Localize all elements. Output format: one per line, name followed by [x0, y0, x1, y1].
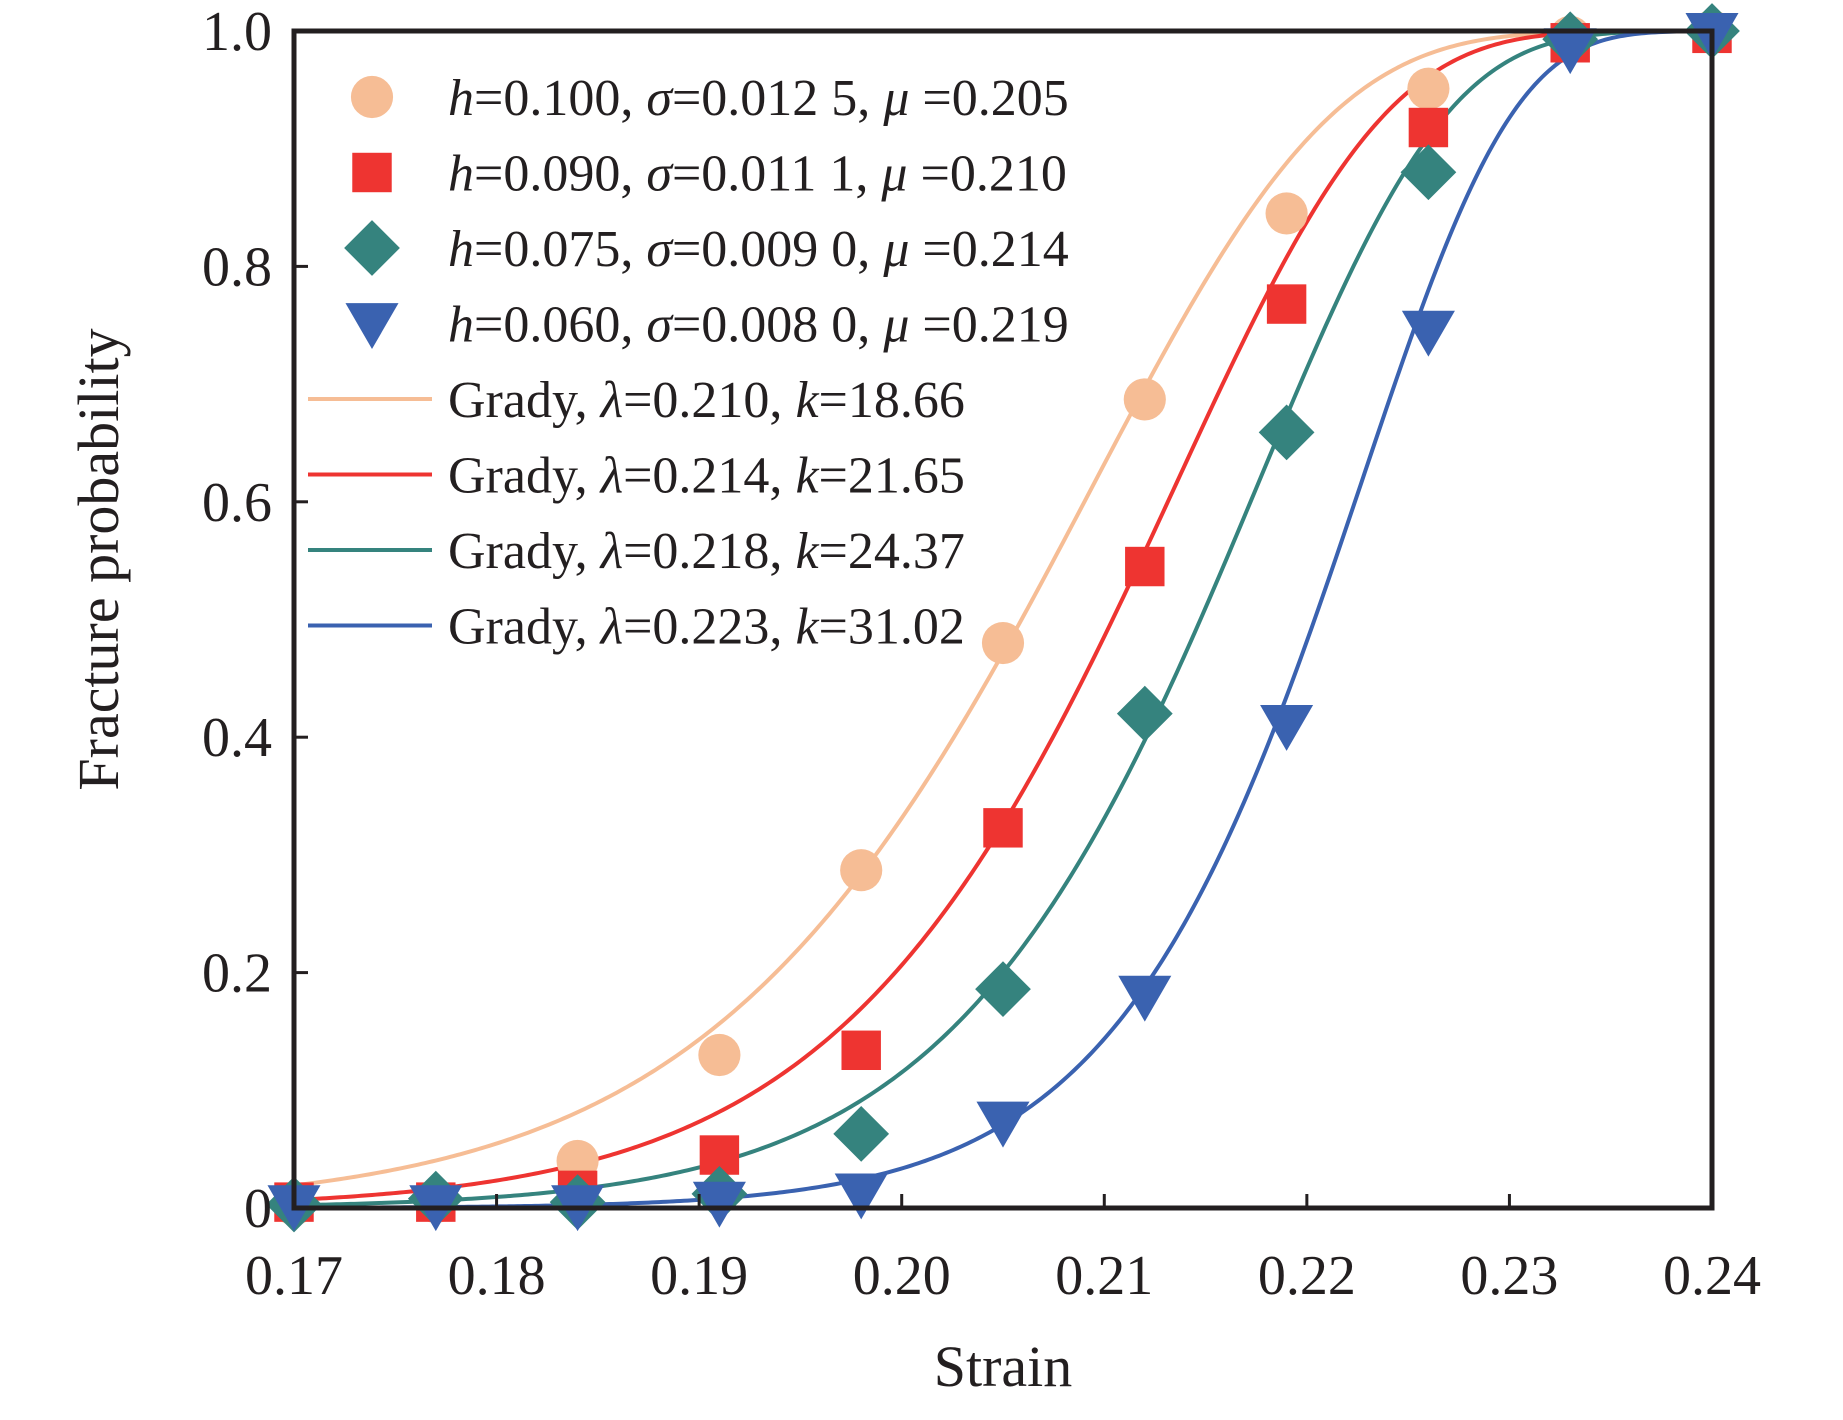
data-point: [1123, 378, 1166, 421]
data-point: [1400, 144, 1457, 201]
data-point: [1118, 975, 1172, 1022]
legend: h=0.100, σ=0.012 5, μ =0.205 h=0.090, σ=0…: [308, 70, 1069, 656]
data-point: [1265, 192, 1308, 235]
legend-entry-series-4: h=0.060, σ=0.008 0, μ =0.219: [448, 297, 1069, 354]
data-point: [983, 808, 1023, 848]
legend-entry-series-3: h=0.075, σ=0.009 0, μ =0.214: [448, 221, 1069, 278]
data-point: [841, 1030, 881, 1071]
x-tick-label: 0.18: [448, 1245, 546, 1307]
legend-marker-triangle-down-icon: [345, 303, 399, 349]
legend-entry-fit-1: Grady, λ=0.210, k=18.66: [448, 372, 965, 429]
legend-entry-fit-3: Grady, λ=0.218, k=24.37: [448, 523, 965, 580]
legend-marker-circle-icon: [350, 75, 394, 119]
y-axis-title: Fracture probability: [66, 328, 131, 790]
legend-entry-series-1: h=0.100, σ=0.012 5, μ =0.205: [448, 70, 1069, 127]
legend-entry-series-2: h=0.090, σ=0.011 1, μ =0.210: [448, 146, 1067, 203]
x-axis-title: Strain: [934, 1334, 1073, 1399]
y-tick-label: 0.8: [202, 236, 272, 298]
y-tick-label: 0.2: [202, 943, 272, 1005]
data-point: [834, 1173, 888, 1220]
x-tick-label: 0.24: [1663, 1245, 1761, 1307]
x-tick-label: 0.20: [853, 1245, 951, 1307]
y-tick-label: 0.6: [202, 472, 272, 534]
legend-entry-fit-4: Grady, λ=0.223, k=31.02: [448, 599, 965, 656]
x-tick-label: 0.22: [1258, 1245, 1356, 1307]
data-point: [976, 1101, 1030, 1148]
data-point: [1401, 310, 1455, 357]
data-point: [692, 1181, 746, 1228]
y-axis-ticks: 0 0.2 0.4 0.6 0.8 1.0: [202, 1, 308, 1240]
x-tick-label: 0.23: [1460, 1245, 1558, 1307]
x-tick-label: 0.19: [650, 1245, 748, 1307]
data-point: [1116, 685, 1173, 742]
data-point: [1407, 67, 1450, 110]
x-tick-label: 0.17: [245, 1245, 343, 1307]
data-point: [975, 961, 1031, 1017]
y-tick-label: 1.0: [202, 1, 272, 63]
data-point: [698, 1033, 741, 1077]
legend-marker-diamond-icon: [344, 220, 400, 276]
y-tick-label: 0.4: [202, 707, 272, 769]
data-markers: [266, 3, 1740, 1233]
legend-marker-square-icon: [352, 152, 392, 193]
data-point: [1258, 404, 1315, 461]
axes: [291, 28, 1715, 1211]
plot-frame: [291, 28, 1715, 1211]
data-point: [1125, 546, 1165, 587]
x-axis-ticks: 0.17 0.18 0.19 0.20 0.21 0.22 0.23 0.24: [245, 1194, 1761, 1307]
x-tick-label: 0.21: [1055, 1245, 1153, 1307]
data-point: [981, 621, 1025, 665]
data-point: [1543, 28, 1597, 75]
data-point: [1260, 705, 1314, 751]
data-point: [840, 849, 883, 892]
data-point: [1408, 107, 1449, 148]
series-4: [267, 12, 1739, 1232]
y-tick-label: 0: [244, 1178, 272, 1240]
data-point: [1266, 284, 1307, 324]
data-point: [833, 1105, 890, 1162]
legend-entry-fit-2: Grady, λ=0.214, k=21.65: [448, 448, 965, 505]
